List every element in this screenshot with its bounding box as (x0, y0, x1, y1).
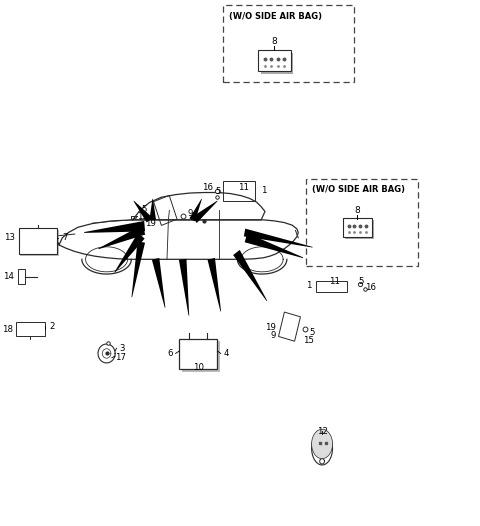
Text: 15: 15 (303, 336, 314, 346)
Text: 5: 5 (310, 328, 315, 337)
Text: 1: 1 (306, 280, 311, 290)
Text: 19: 19 (264, 322, 276, 332)
Bar (343, 218, 372, 237)
Text: 15: 15 (137, 212, 148, 221)
Text: 16: 16 (365, 283, 376, 292)
Bar (19, 228, 57, 254)
Text: 3: 3 (120, 343, 125, 353)
Bar (182, 341, 220, 372)
Text: 2: 2 (49, 321, 55, 331)
Text: (W/O SIDE AIR BAG): (W/O SIDE AIR BAG) (229, 12, 322, 21)
Text: 10: 10 (193, 362, 204, 372)
Polygon shape (312, 429, 333, 459)
Text: 8: 8 (354, 206, 360, 215)
Polygon shape (190, 199, 202, 221)
Polygon shape (84, 221, 145, 233)
Text: 5: 5 (359, 277, 364, 286)
Text: 8: 8 (272, 37, 277, 46)
Text: 1: 1 (261, 186, 267, 196)
Text: 14: 14 (3, 272, 14, 281)
FancyBboxPatch shape (223, 5, 354, 82)
Text: 9: 9 (270, 331, 276, 340)
Polygon shape (179, 259, 189, 316)
Bar (180, 339, 217, 369)
Polygon shape (149, 199, 156, 220)
Text: 4: 4 (223, 349, 228, 358)
Bar (316, 281, 347, 292)
Bar (18, 269, 25, 284)
Text: 19: 19 (144, 219, 156, 228)
Bar (346, 220, 374, 239)
Text: 6: 6 (168, 349, 173, 358)
Polygon shape (245, 233, 303, 258)
Polygon shape (233, 250, 267, 301)
Text: 16: 16 (202, 183, 213, 193)
Polygon shape (133, 201, 152, 222)
Text: 5: 5 (215, 187, 221, 197)
Bar (16, 322, 45, 336)
Text: 18: 18 (2, 325, 13, 334)
Text: (W/O SIDE AIR BAG): (W/O SIDE AIR BAG) (312, 185, 405, 194)
Bar (258, 50, 291, 71)
Polygon shape (114, 232, 144, 272)
Polygon shape (132, 241, 145, 297)
Text: 11: 11 (329, 277, 340, 286)
Text: 12: 12 (317, 427, 327, 436)
Polygon shape (312, 431, 333, 465)
Polygon shape (152, 258, 166, 308)
Polygon shape (207, 258, 221, 311)
Bar (21, 230, 59, 256)
Bar (261, 53, 293, 74)
Text: 7: 7 (62, 233, 68, 242)
Text: 11: 11 (238, 183, 249, 193)
Bar (223, 181, 255, 201)
Text: 9: 9 (188, 208, 193, 218)
Text: 13: 13 (4, 233, 15, 242)
Text: 17: 17 (115, 353, 126, 362)
Bar (278, 312, 300, 341)
Polygon shape (98, 225, 145, 249)
Text: 5: 5 (142, 205, 147, 214)
Polygon shape (192, 201, 217, 223)
FancyBboxPatch shape (306, 179, 418, 266)
Polygon shape (244, 229, 312, 248)
Bar (154, 195, 177, 226)
